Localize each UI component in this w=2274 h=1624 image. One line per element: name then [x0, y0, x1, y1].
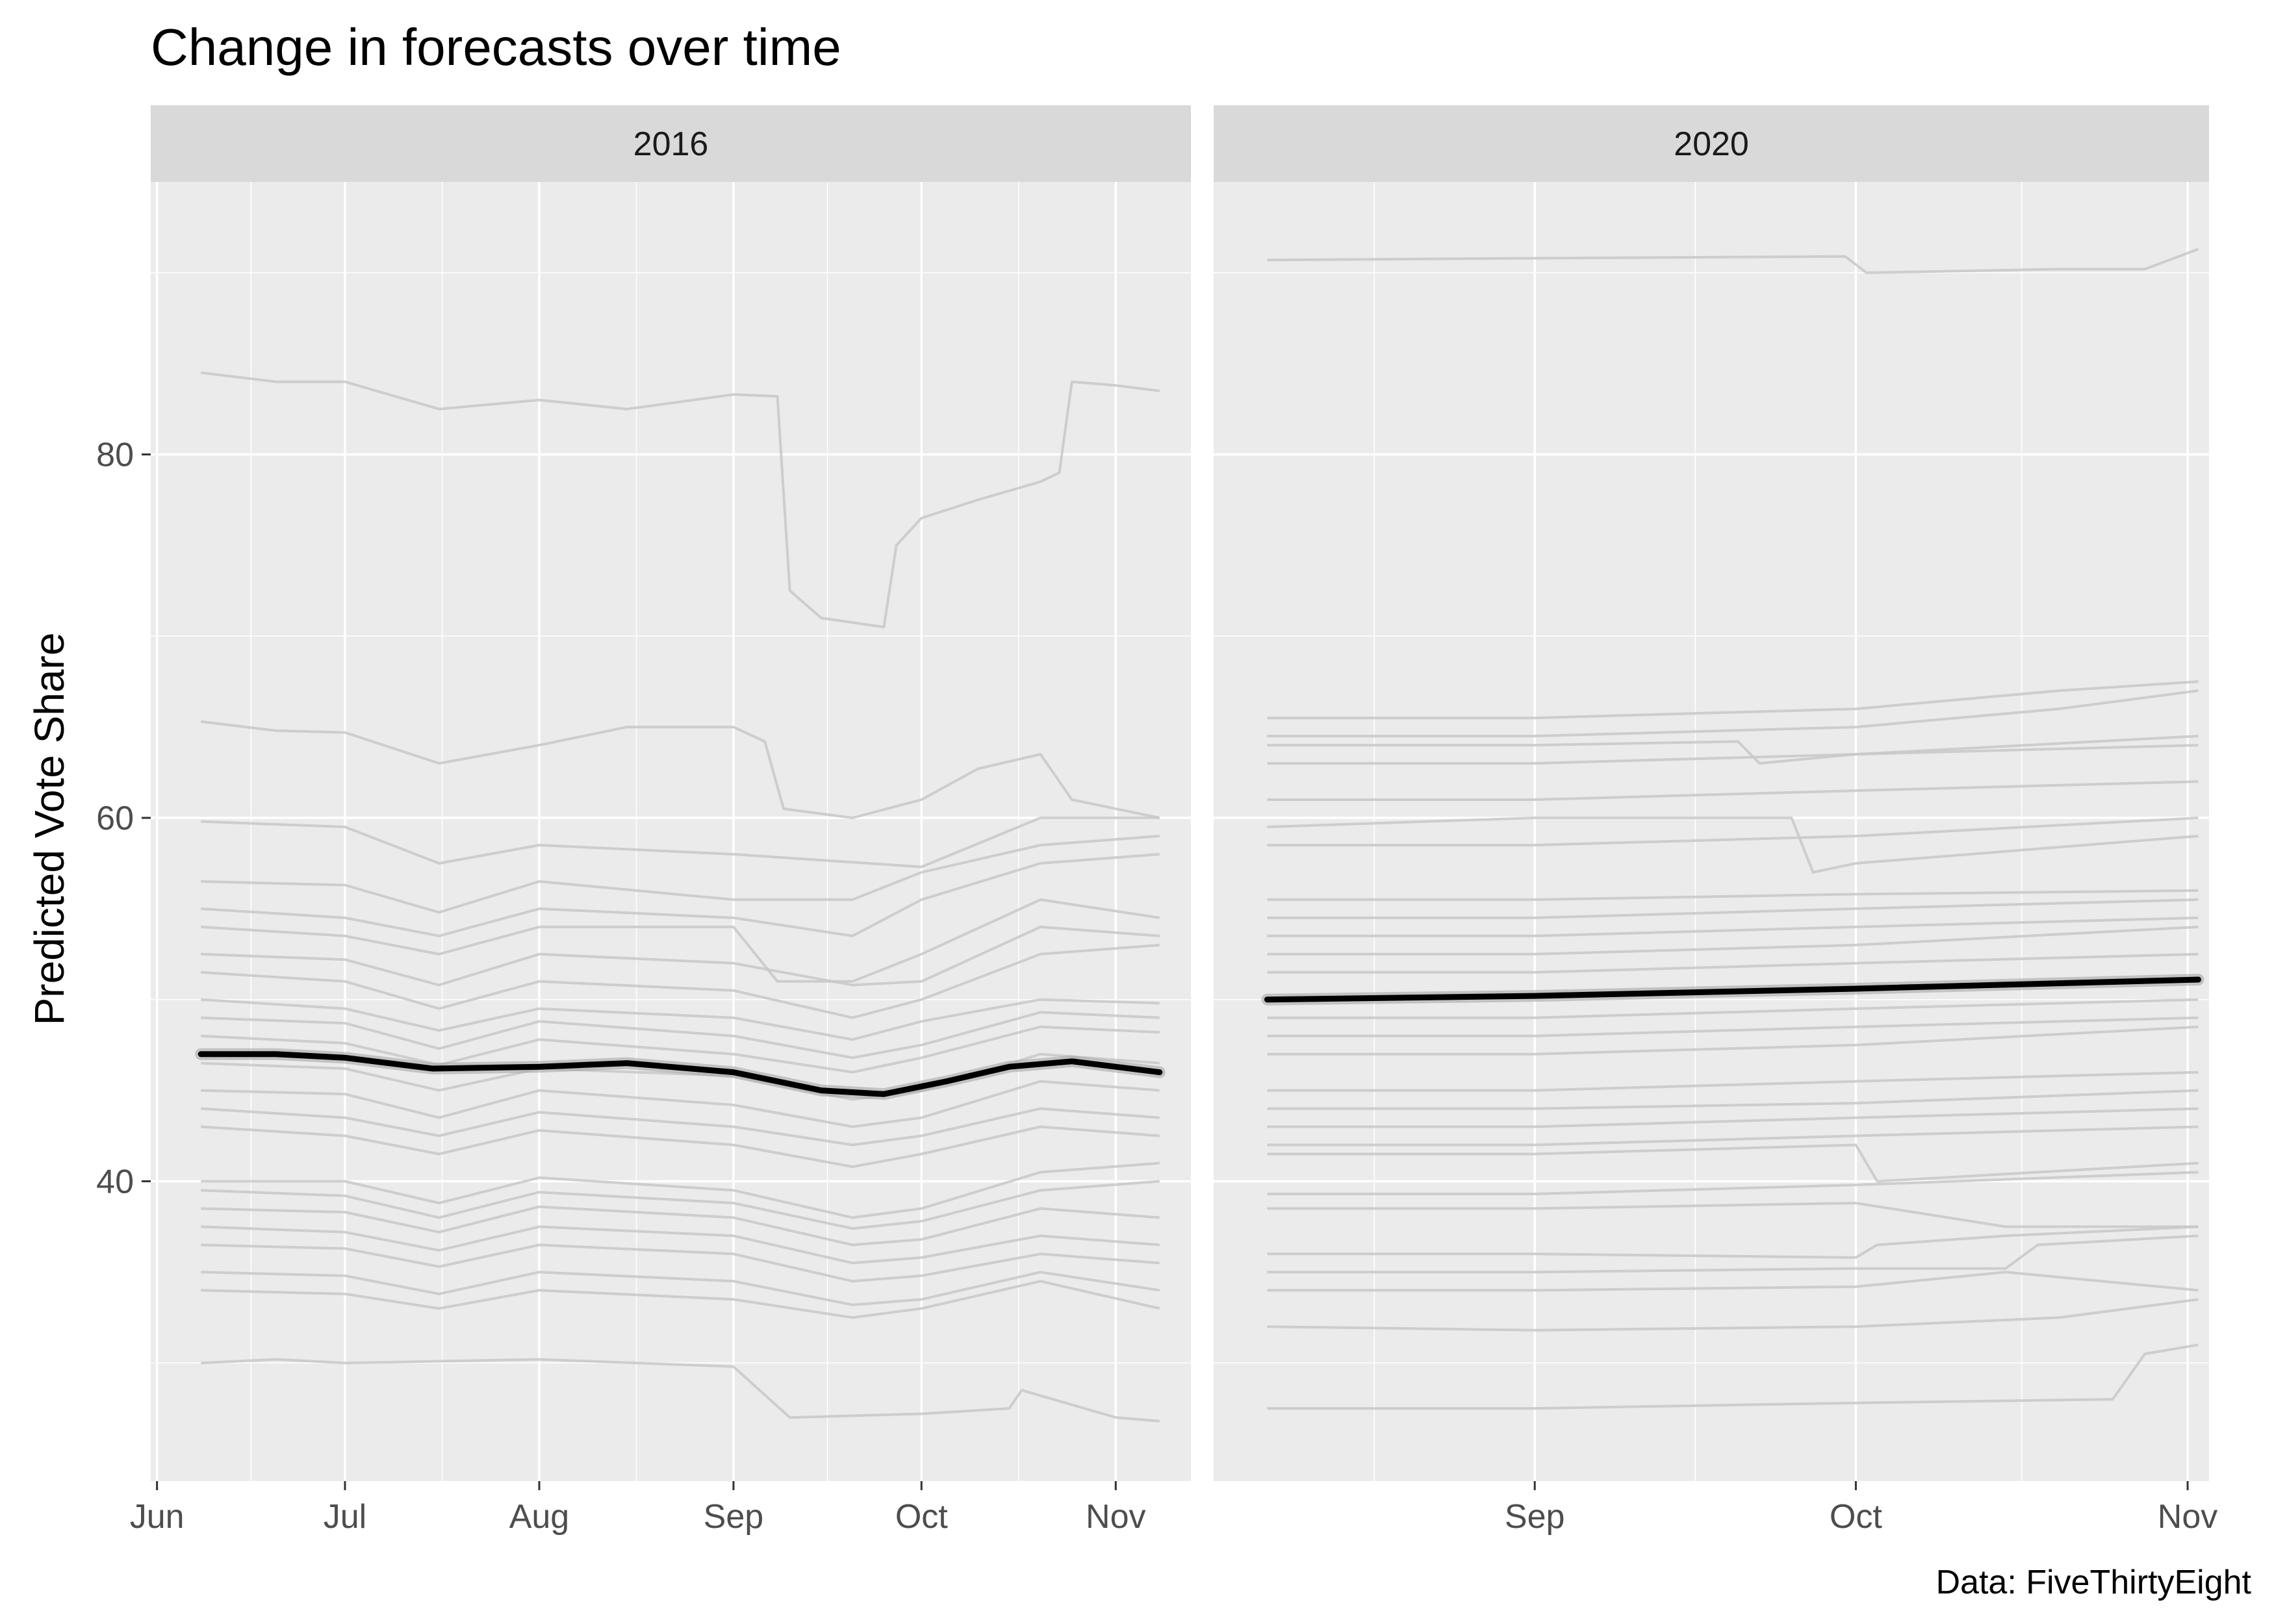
state-forecast-line — [1267, 740, 2199, 765]
facet-strip — [1214, 105, 2209, 182]
state-forecast-line — [1267, 1025, 2199, 1056]
facet-panel-2020: 2020 Sep Oct Nov — [1214, 105, 2217, 1536]
state-forecast-line — [201, 1161, 1160, 1219]
x-tick-label: Nov — [2158, 1498, 2217, 1536]
state-forecast-line — [201, 1280, 1160, 1319]
panel-background — [1214, 182, 2209, 1481]
state-forecast-line — [1267, 916, 2199, 937]
facet-strip — [151, 105, 1191, 182]
trend-line — [1264, 976, 2201, 1003]
state-forecast-line — [1267, 952, 2199, 974]
plot-area: 2016 Jun Jul Aug Sep Oct Nov 2020 Sep Oct Nov 40 60 8… — [96, 105, 2217, 1536]
state-forecast-line — [1267, 1125, 2199, 1147]
y-tick-label: 60 — [96, 800, 134, 837]
state-forecast-line — [200, 720, 1160, 819]
state-forecast-line — [1267, 689, 2199, 738]
state-forecast-line — [1267, 1107, 2199, 1128]
state-forecast-line — [200, 371, 1160, 629]
x-tick-label: Sep — [704, 1498, 764, 1536]
state-forecast-line — [201, 925, 1160, 987]
x-tick-label: Jun — [130, 1498, 185, 1536]
state-forecast-line — [1267, 817, 2199, 846]
state-forecast-line — [1267, 1234, 2199, 1274]
facet-panel-2016: 2016 Jun Jul Aug Sep Oct Nov — [130, 105, 1191, 1536]
state-forecast-line — [201, 1011, 1160, 1059]
chart-title: Change in forecasts over time — [151, 18, 841, 76]
state-forecast-line — [201, 1025, 1160, 1074]
state-forecast-line — [1267, 1071, 2199, 1092]
state-forecast-line — [1267, 1016, 2199, 1037]
state-forecast-line — [1267, 1298, 2199, 1332]
state-forecast-line — [201, 853, 1160, 937]
state-forecast-line — [201, 1243, 1160, 1283]
x-tick-label: Sep — [1505, 1498, 1565, 1536]
state-forecast-line — [201, 1180, 1160, 1230]
x-tick-label: Oct — [1830, 1498, 1882, 1536]
state-forecast-line — [201, 1080, 1160, 1128]
state-forecast-line — [1267, 998, 2199, 1019]
state-forecast-line — [1267, 780, 2199, 801]
state-forecast-line — [201, 943, 1160, 1019]
facet-strip-label: 2020 — [1674, 125, 1749, 163]
state-forecast-line — [1267, 735, 2199, 765]
state-forecast-line — [1267, 898, 2199, 919]
state-forecast-line — [201, 998, 1160, 1041]
state-forecast-line — [1267, 889, 2199, 901]
x-tick-label: Oct — [895, 1498, 948, 1536]
state-forecast-line — [201, 817, 1160, 869]
state-forecast-line — [1267, 1343, 2199, 1410]
state-forecast-line — [201, 1225, 1160, 1265]
state-forecast-line — [1267, 1143, 2199, 1183]
y-tick-label: 40 — [96, 1163, 134, 1200]
state-forecast-line — [1267, 925, 2199, 956]
state-forecast-line — [1267, 1271, 2199, 1292]
state-forecast-line — [1267, 1202, 2199, 1228]
state-forecast-line — [1267, 680, 2199, 720]
caption: Data: FiveThirtyEight — [1936, 1564, 2252, 1601]
panel-background — [151, 182, 1191, 1481]
state-forecast-line — [1267, 1225, 2199, 1259]
x-tick-label: Nov — [1086, 1498, 1145, 1536]
state-forecast-line — [201, 1358, 1160, 1423]
state-forecast-line — [201, 898, 1160, 983]
state-forecast-line — [1267, 1171, 2199, 1195]
facet-strip-label: 2016 — [633, 125, 709, 163]
state-forecast-line — [201, 1205, 1160, 1247]
y-tick-label: 80 — [96, 437, 134, 474]
state-forecast-line — [201, 1271, 1160, 1306]
state-forecast-line — [201, 1107, 1160, 1147]
state-forecast-line — [1267, 817, 2199, 874]
state-forecast-line — [1267, 247, 2199, 274]
state-forecast-line — [201, 1125, 1160, 1169]
state-forecast-line — [1267, 1089, 2199, 1110]
trend-line — [198, 1051, 1163, 1097]
y-axis-title: Predicted Vote Share — [26, 633, 73, 1026]
state-forecast-line — [201, 835, 1160, 914]
x-tick-label: Aug — [509, 1498, 570, 1536]
x-tick-label: Jul — [324, 1498, 366, 1536]
